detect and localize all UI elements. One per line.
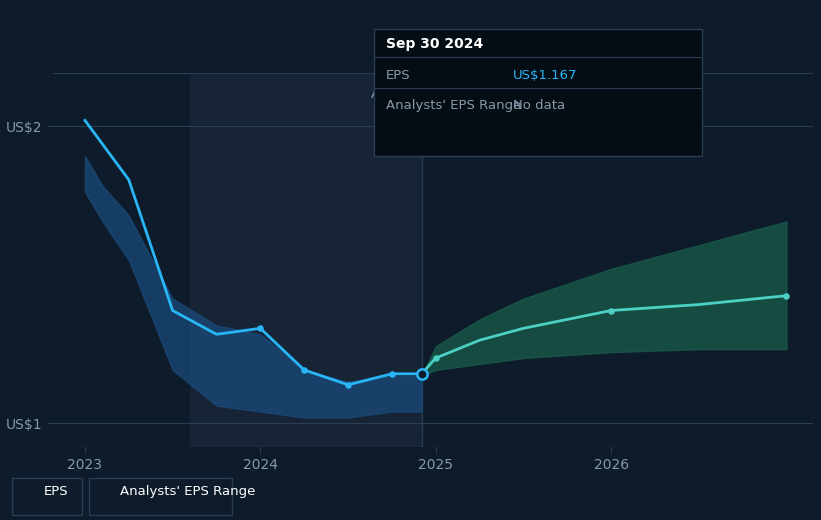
Text: Analysts' EPS Range: Analysts' EPS Range bbox=[386, 99, 521, 112]
Text: US$1.167: US$1.167 bbox=[513, 69, 578, 82]
Text: Analysts' EPS Range: Analysts' EPS Range bbox=[120, 485, 255, 498]
Text: EPS: EPS bbox=[44, 485, 68, 498]
Point bbox=[604, 306, 617, 315]
Text: Sep 30 2024: Sep 30 2024 bbox=[386, 37, 483, 51]
Text: No data: No data bbox=[513, 99, 565, 112]
Polygon shape bbox=[95, 485, 105, 508]
Text: Analysts Forecasts: Analysts Forecasts bbox=[436, 88, 559, 101]
Point bbox=[254, 324, 267, 332]
Text: Actual: Actual bbox=[371, 88, 413, 101]
Point bbox=[342, 381, 355, 389]
Point bbox=[385, 370, 398, 378]
Bar bbox=[190, 73, 422, 447]
Polygon shape bbox=[29, 485, 39, 508]
Polygon shape bbox=[19, 485, 29, 508]
Point bbox=[297, 366, 310, 374]
Polygon shape bbox=[105, 485, 115, 508]
Point bbox=[415, 370, 429, 378]
Text: EPS: EPS bbox=[386, 69, 410, 82]
Point bbox=[429, 354, 443, 362]
Point bbox=[780, 292, 793, 300]
